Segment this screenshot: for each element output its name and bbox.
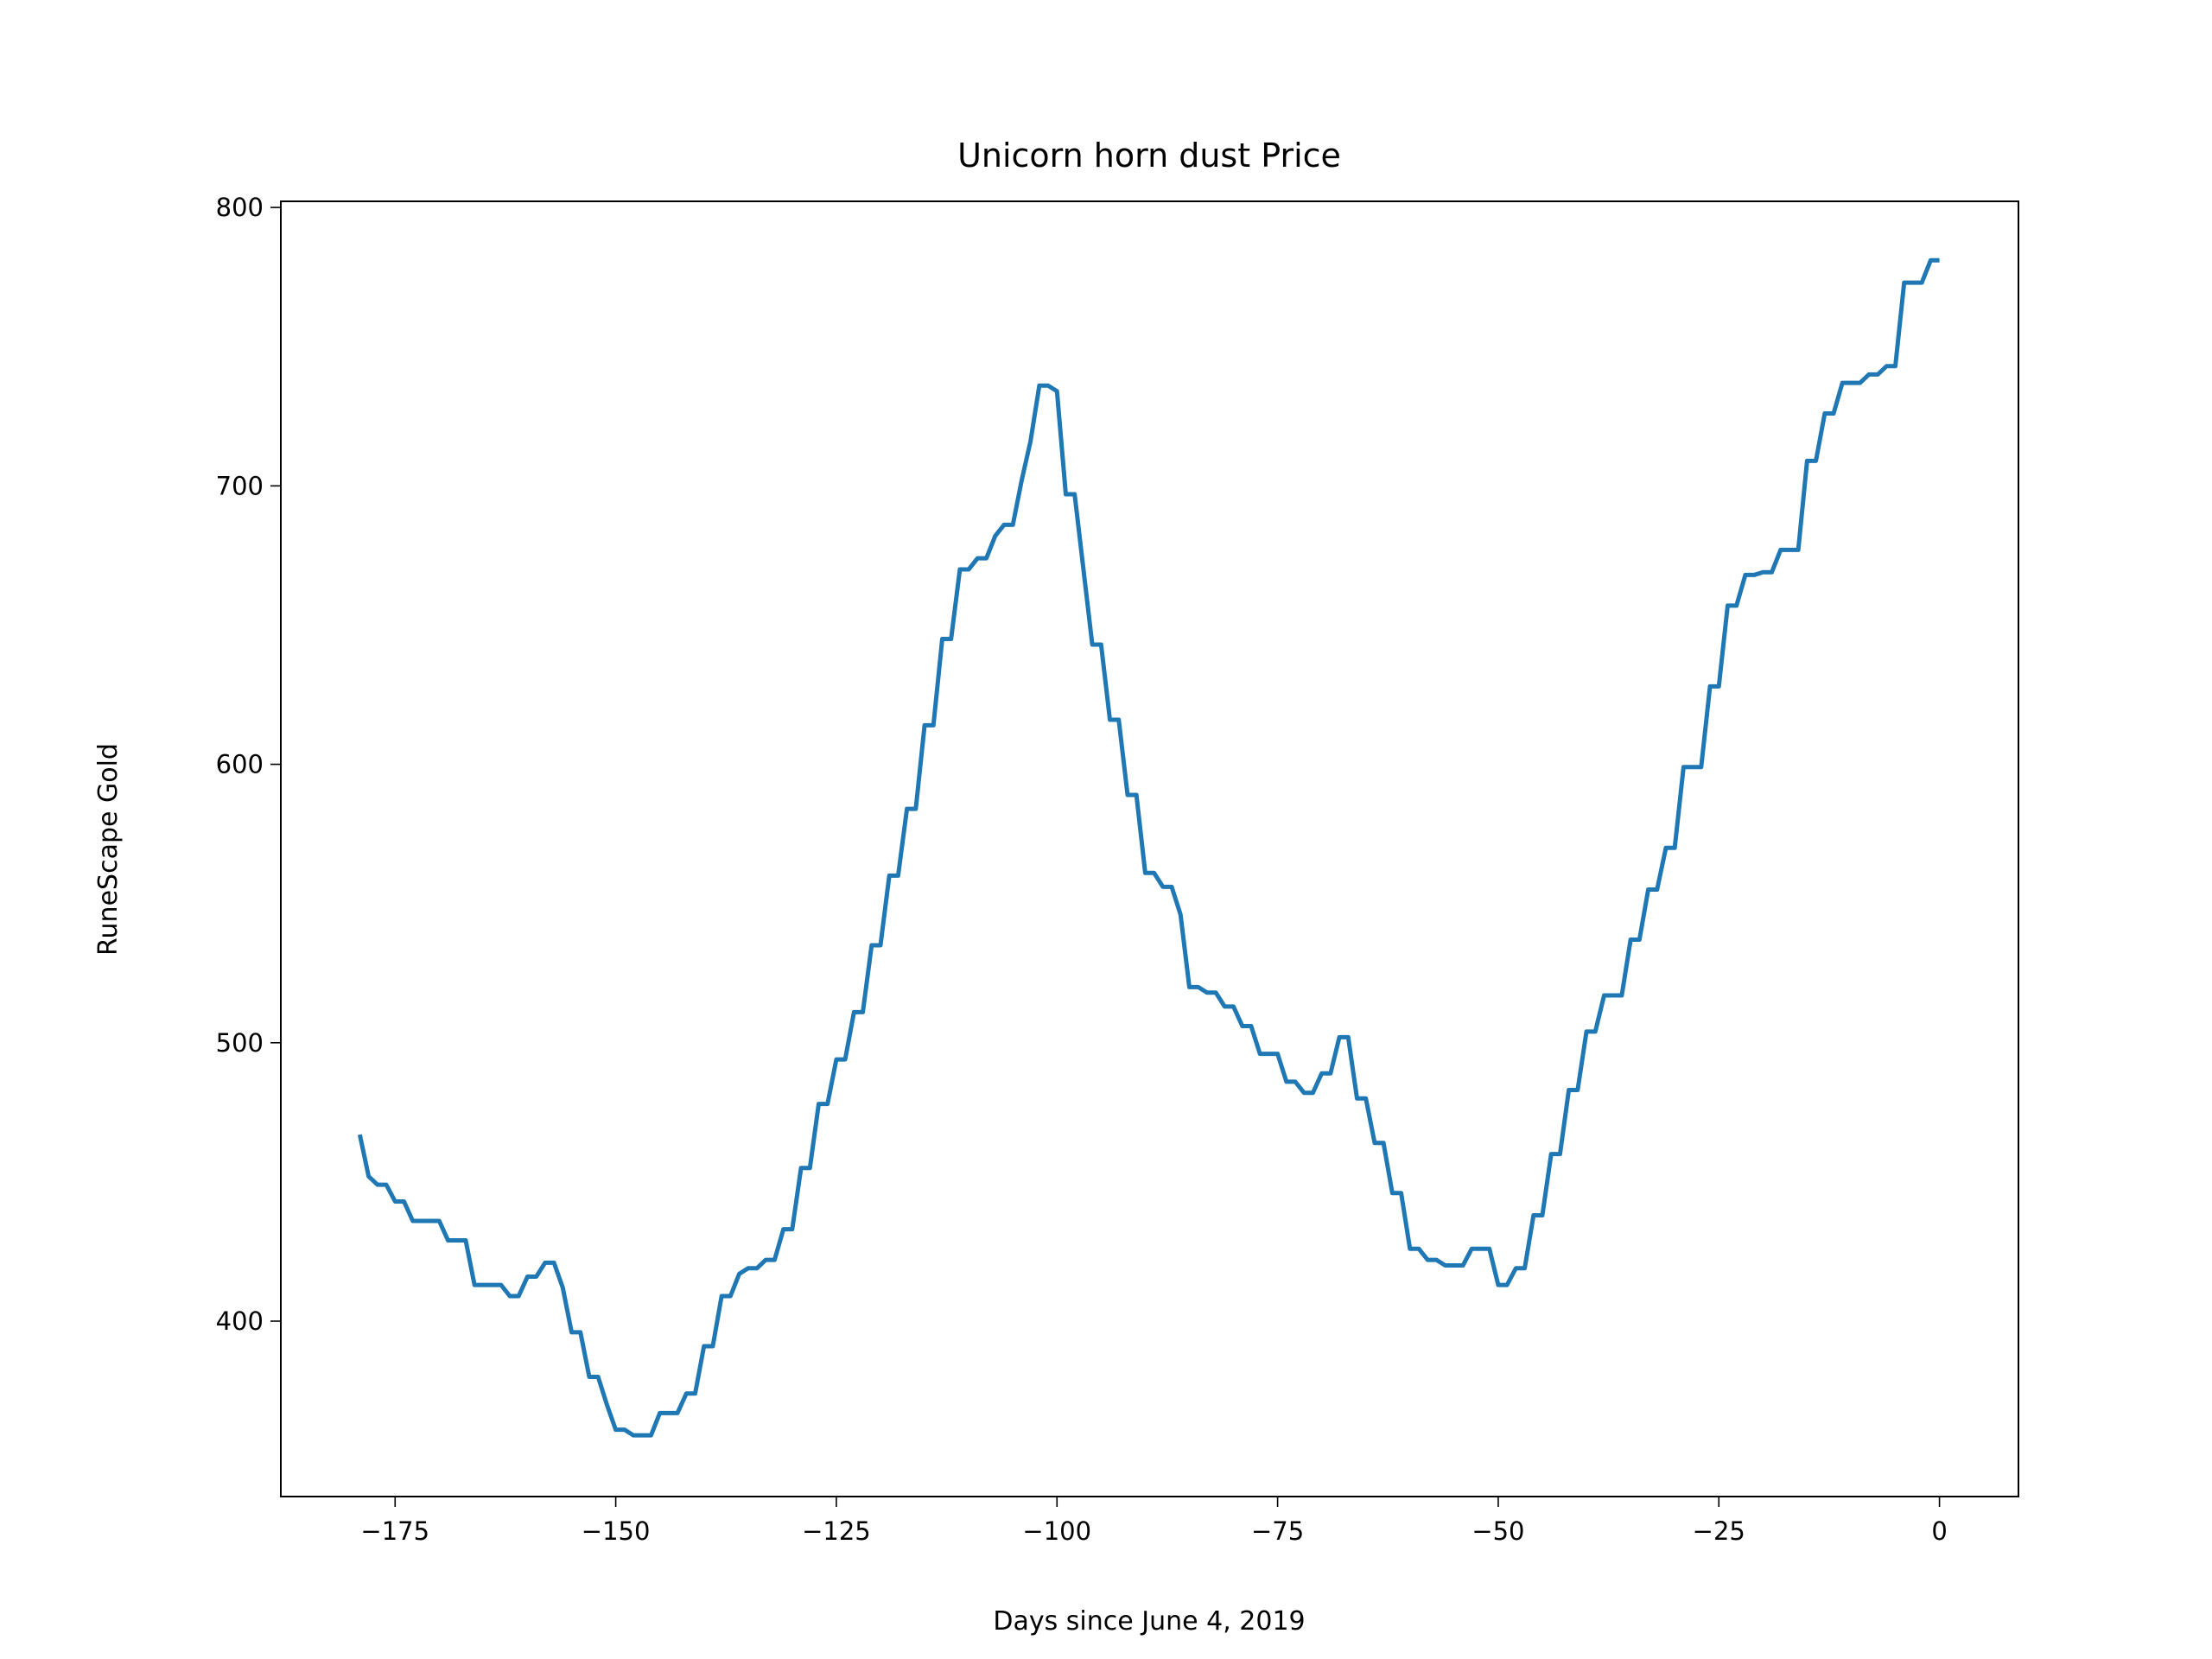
y-tick-label: 800 — [216, 193, 264, 222]
y-tick-label: 500 — [216, 1028, 264, 1058]
x-tick-label: −150 — [582, 1516, 651, 1546]
line-series — [357, 257, 1940, 1438]
x-tick-label: 0 — [1931, 1516, 1947, 1546]
x-tick-label: −175 — [360, 1516, 429, 1546]
y-tick-label: 400 — [216, 1306, 264, 1336]
y-axis-label: RuneScape Gold — [93, 743, 124, 956]
plot-frame — [280, 200, 2019, 1497]
y-tick-label: 700 — [216, 471, 264, 500]
y-tick-label: 600 — [216, 750, 264, 779]
x-axis-label: Days since June 4, 2019 — [993, 1606, 1305, 1637]
x-tick-label: −50 — [1471, 1516, 1524, 1546]
x-tick-label: −100 — [1022, 1516, 1091, 1546]
x-tick-label: −125 — [802, 1516, 871, 1546]
chart-title: Unicorn horn dust Price — [957, 137, 1341, 175]
x-tick-label: −25 — [1693, 1516, 1745, 1546]
x-tick-label: −75 — [1251, 1516, 1304, 1546]
